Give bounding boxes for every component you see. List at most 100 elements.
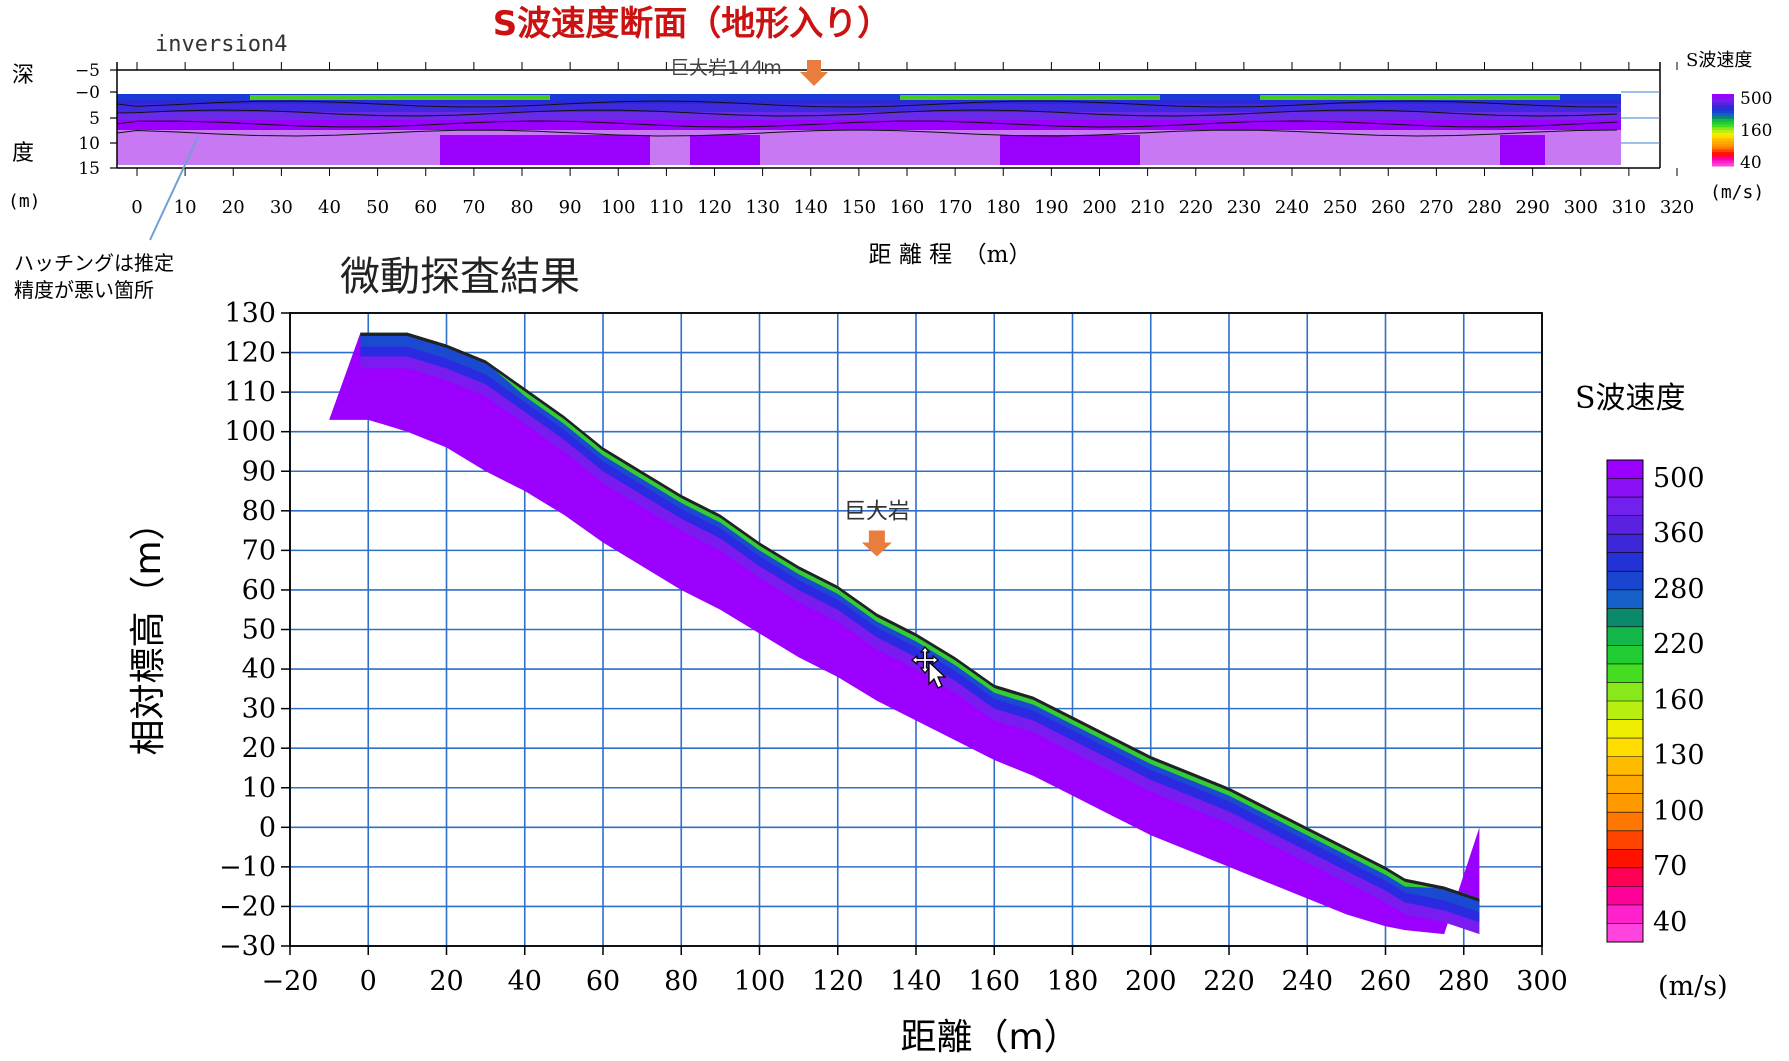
colorbar-swatch — [1607, 886, 1643, 906]
colorbar-swatch — [1607, 515, 1643, 535]
top-colorbar-swatch — [1712, 124, 1734, 128]
colorbar-tick-label: 500 — [1653, 463, 1705, 494]
y-tick-label: 120 — [224, 338, 276, 369]
top-y-tick-label: 5 — [89, 109, 100, 129]
top-band — [117, 120, 1621, 130]
annotation-line-1: ハッチングは推定 — [14, 251, 174, 275]
y-tick-label: 10 — [242, 773, 276, 804]
colorbar-swatch — [1607, 589, 1643, 609]
top-x-tick-label: 190 — [1034, 197, 1068, 218]
x-axis-label: 距離（m） — [900, 1017, 1079, 1058]
top-colorbar — [1712, 94, 1734, 167]
top-grid-lines — [1621, 91, 1660, 144]
top-contour — [116, 109, 1618, 117]
top-colorbar-swatch — [1712, 113, 1734, 117]
y-tick-label: 100 — [224, 417, 276, 448]
top-marker-label: 巨大岩144m — [670, 57, 782, 79]
top-y-axis: −5−0 5 10 15 — [75, 61, 117, 179]
top-colorbar-swatch — [1712, 130, 1734, 134]
top-x-tick-label: 70 — [462, 197, 485, 218]
y-tick-label: 130 — [224, 298, 276, 329]
y-tick-label: 0 — [259, 812, 276, 843]
top-x-tick-label: 180 — [986, 197, 1020, 218]
top-colorbar-tick-500: 500 — [1740, 89, 1772, 109]
top-x-tick-label: 110 — [649, 197, 683, 218]
colorbar-swatch — [1607, 904, 1643, 924]
top-depth-unit: (m) — [8, 191, 41, 212]
marker-label: 巨大岩 — [844, 500, 910, 525]
top-x-tick-label: 30 — [270, 197, 293, 218]
top-band — [440, 135, 650, 165]
colorbar-swatch — [1607, 849, 1643, 869]
top-x-tick-label: 120 — [697, 197, 731, 218]
colorbar-swatch — [1607, 756, 1643, 776]
y-tick-label: −20 — [219, 891, 276, 922]
top-x-tick-label: 290 — [1515, 197, 1549, 218]
colorbar-tick-label: 70 — [1653, 851, 1687, 882]
top-colorbar-swatch — [1712, 110, 1734, 114]
top-colorbar-swatch — [1712, 138, 1734, 142]
top-marker-arrow-icon — [800, 60, 828, 86]
top-y-tick-label: −0 — [75, 83, 100, 103]
y-tick-label: 40 — [242, 654, 276, 685]
top-x-tick-label: 160 — [890, 197, 924, 218]
top-band — [117, 112, 1621, 120]
colorbar-tick-label: 160 — [1653, 685, 1705, 716]
y-tick-label: −30 — [219, 931, 276, 962]
colorbar-tick-label: 220 — [1653, 629, 1705, 660]
colorbar-swatch — [1607, 645, 1643, 665]
x-tick-label: 80 — [664, 966, 698, 997]
top-x-tick-label: 170 — [938, 197, 972, 218]
top-colorbar-swatch — [1712, 116, 1734, 120]
x-tick-label: 0 — [360, 966, 377, 997]
x-axis: −20 0 20 40 60 80 100 120 140 160 180 200 220 240 260 2… — [262, 946, 1568, 997]
x-tick-label: 260 — [1360, 966, 1412, 997]
top-x-tick-label: 60 — [414, 197, 437, 218]
top-x-tick-label: 80 — [511, 197, 534, 218]
top-colorbar-swatch — [1712, 102, 1734, 106]
colorbar-swatch — [1607, 738, 1643, 758]
colorbar-swatch — [1607, 775, 1643, 795]
top-x-tick-label: 50 — [366, 197, 389, 218]
y-tick-label: 70 — [242, 535, 276, 566]
top-band — [117, 104, 1621, 112]
top-x-tick-label: 220 — [1179, 197, 1213, 218]
top-x-tick-label: 140 — [794, 197, 828, 218]
top-x-tick-label: 100 — [601, 197, 635, 218]
y-tick-label: −10 — [219, 852, 276, 883]
chart-title: 微動探査結果 — [340, 254, 580, 300]
x-tick-label: 160 — [968, 966, 1020, 997]
top-x-tick-label: 210 — [1130, 197, 1164, 218]
top-x-tick-label: 240 — [1275, 197, 1309, 218]
top-colorbar-swatch — [1712, 94, 1734, 98]
x-tick-label: 120 — [812, 966, 864, 997]
y-tick-label: 90 — [242, 456, 276, 487]
colorbar-swatch — [1607, 571, 1643, 591]
x-tick-label: 140 — [890, 966, 942, 997]
marker-arrow-head-icon — [861, 542, 892, 557]
velocity-layer — [360, 332, 1480, 901]
top-x-tick-label: 90 — [559, 197, 582, 218]
colorbar-swatch — [1607, 830, 1643, 850]
colorbar-swatch — [1607, 719, 1643, 739]
top-colorbar-swatch — [1712, 157, 1734, 161]
top-x-tick-label: 0 — [131, 197, 142, 218]
y-axis-label: 相対標高（m） — [128, 504, 169, 755]
top-x-tick-label: 300 — [1564, 197, 1598, 218]
top-band — [250, 95, 550, 100]
top-x-tick-label: 130 — [745, 197, 779, 218]
colorbar-tick-label: 280 — [1653, 574, 1705, 605]
colorbar-swatch — [1607, 460, 1643, 480]
top-colorbar-swatch — [1712, 99, 1734, 103]
top-colorbar-swatch — [1712, 107, 1734, 112]
marker-arrow-icon — [868, 530, 885, 543]
top-colorbar-swatch — [1712, 149, 1734, 153]
colorbar-frame — [1606, 459, 1644, 943]
colorbar-swatch — [1607, 793, 1643, 813]
y-tick-label: 60 — [242, 575, 276, 606]
y-tick-label: 50 — [242, 615, 276, 646]
top-band — [117, 94, 1621, 100]
colorbar-title: S波速度 — [1575, 381, 1686, 416]
top-colorbar-tick-40: 40 — [1740, 153, 1762, 173]
annotation-line-2: 精度が悪い箇所 — [14, 278, 154, 302]
